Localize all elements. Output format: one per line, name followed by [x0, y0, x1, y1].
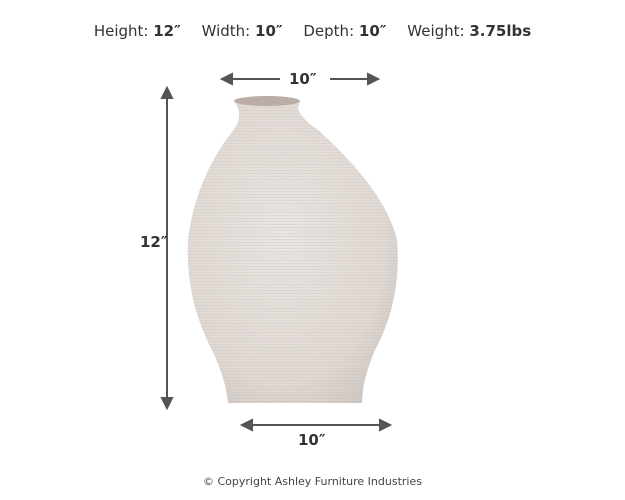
spec-width: Width: 10″: [201, 22, 283, 40]
spec-height: Height: 12″: [93, 22, 181, 40]
spec-weight: Weight: 3.75lbs: [407, 22, 532, 40]
vase-opening: [234, 96, 300, 106]
spec-depth: Depth: 10″: [303, 22, 387, 40]
specs-bar: Height: 12″ Width: 10″ Depth: 10″ Weight…: [0, 22, 625, 40]
vase-image: [187, 96, 398, 403]
height-arrow: [160, 85, 174, 411]
bottom-width-arrow: [239, 418, 393, 432]
top-width-arrow: [219, 72, 381, 86]
top-width-label: 10″: [289, 70, 317, 88]
copyright-text: © Copyright Ashley Furniture Industries: [203, 475, 422, 488]
height-label: 12″: [140, 233, 168, 251]
bottom-width-label: 10″: [298, 431, 326, 449]
